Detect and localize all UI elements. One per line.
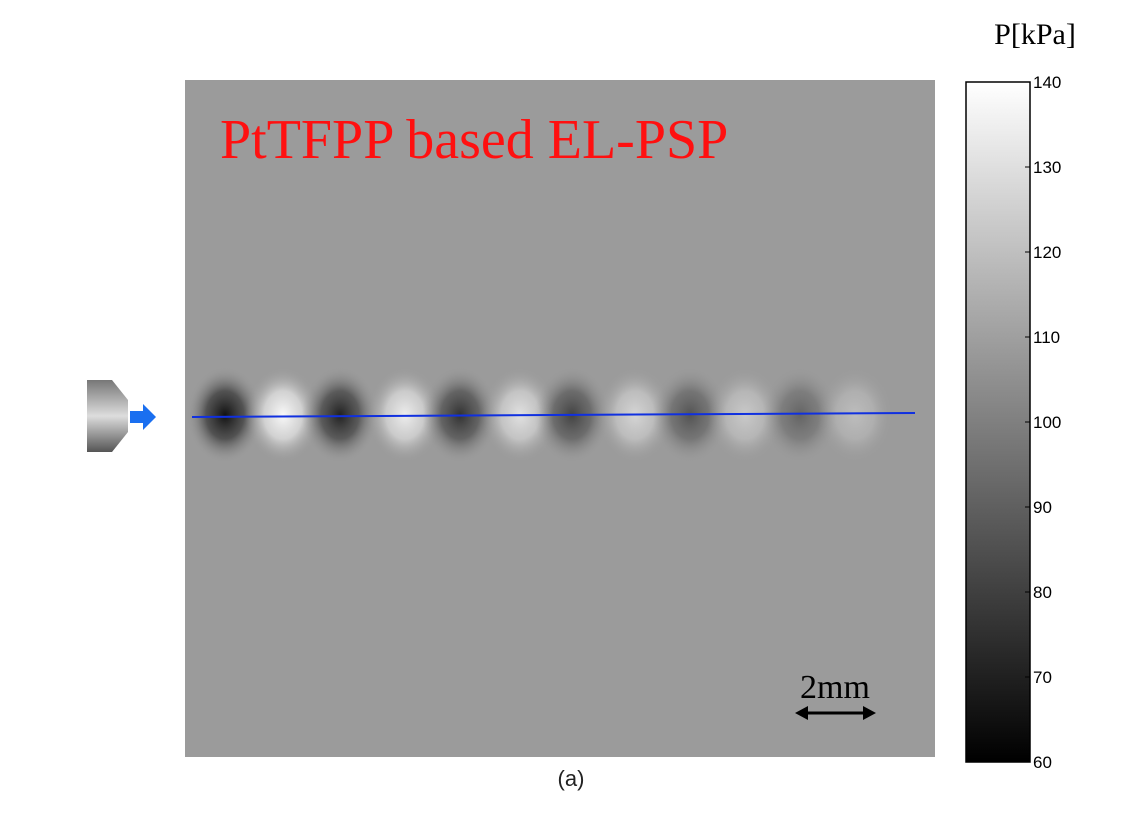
colorbar-tick-label: 130	[1033, 158, 1061, 177]
scale-label: 2mm	[800, 669, 870, 706]
nozzle	[87, 380, 128, 452]
colorbar-tick-label: 90	[1033, 498, 1052, 517]
colorbar-tick-label: 120	[1033, 243, 1061, 262]
colorbar-tick-label: 80	[1033, 583, 1052, 602]
pressure-pattern	[187, 367, 893, 463]
colorbar-tick-label: 60	[1033, 753, 1052, 772]
colorbar-tick-label: 140	[1033, 73, 1061, 92]
blob	[245, 367, 321, 463]
blob	[187, 367, 263, 463]
profile-line	[191, 412, 916, 418]
scale-arrow	[795, 706, 876, 720]
caption: (a)	[558, 766, 585, 791]
image-title: PtTFPP based EL-PSP	[220, 109, 728, 171]
blob	[762, 367, 838, 463]
colorbar	[965, 81, 1031, 763]
flow-arrow	[130, 404, 156, 430]
colorbar-tick-label: 70	[1033, 668, 1052, 687]
colorbar-tick-label: 100	[1033, 413, 1061, 432]
blob	[707, 367, 783, 463]
blob	[302, 367, 378, 463]
colorbar-label: P[kPa]	[994, 18, 1076, 51]
colorbar-tick-label: 110	[1033, 328, 1060, 347]
blob	[817, 367, 893, 463]
